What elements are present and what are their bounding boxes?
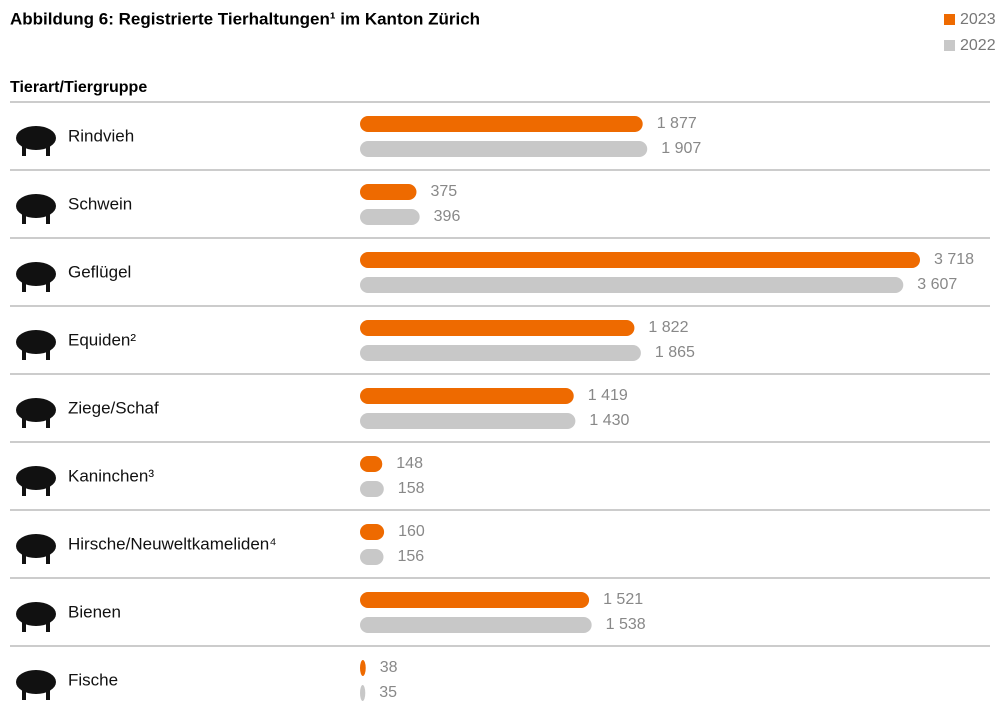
icon bbox=[22, 278, 26, 292]
value-label: 160 bbox=[398, 523, 425, 540]
bar bbox=[360, 413, 576, 429]
bar bbox=[360, 481, 384, 497]
bar bbox=[360, 388, 574, 404]
value-label: 375 bbox=[430, 183, 457, 200]
value-label: 148 bbox=[396, 455, 423, 472]
bar bbox=[360, 345, 641, 361]
icon bbox=[46, 346, 50, 360]
bar bbox=[360, 456, 383, 472]
category-label: Equiden² bbox=[68, 330, 136, 349]
icon bbox=[22, 686, 26, 700]
icon bbox=[22, 482, 26, 496]
icon bbox=[46, 414, 50, 428]
value-label: 38 bbox=[380, 659, 398, 676]
bar bbox=[360, 617, 592, 633]
category-label: Schwein bbox=[68, 194, 132, 213]
category-label: Bienen bbox=[68, 602, 121, 621]
icon bbox=[46, 618, 50, 632]
value-label: 1 822 bbox=[648, 319, 688, 336]
bar bbox=[360, 320, 635, 336]
value-label: 158 bbox=[398, 480, 425, 497]
bar bbox=[360, 277, 904, 293]
icon bbox=[22, 210, 26, 224]
bar bbox=[360, 524, 385, 540]
icon bbox=[22, 618, 26, 632]
icon bbox=[46, 482, 50, 496]
icon bbox=[46, 686, 50, 700]
icon bbox=[22, 346, 26, 360]
bar bbox=[360, 184, 417, 200]
icon bbox=[46, 550, 50, 564]
category-label: Kaninchen³ bbox=[68, 466, 154, 485]
value-label: 1 865 bbox=[655, 344, 695, 361]
category-label: Rindvieh bbox=[68, 126, 134, 145]
bar bbox=[360, 209, 420, 225]
legend-label: 2022 bbox=[960, 37, 996, 54]
value-label: 156 bbox=[397, 548, 424, 565]
value-label: 396 bbox=[434, 208, 461, 225]
bar bbox=[360, 116, 643, 132]
value-label: 1 907 bbox=[661, 140, 701, 157]
icon bbox=[22, 414, 26, 428]
legend-swatch bbox=[944, 40, 955, 51]
bar bbox=[360, 549, 384, 565]
icon bbox=[46, 210, 50, 224]
value-label: 1 521 bbox=[603, 591, 643, 608]
category-label: Geflügel bbox=[68, 262, 131, 281]
bar bbox=[360, 141, 648, 157]
value-label: 1 877 bbox=[657, 115, 697, 132]
value-label: 3 718 bbox=[934, 251, 974, 268]
icon bbox=[46, 278, 50, 292]
value-label: 1 419 bbox=[588, 387, 628, 404]
category-label: Fische bbox=[68, 670, 118, 689]
bar bbox=[360, 685, 366, 701]
icon bbox=[22, 550, 26, 564]
chart-title: Abbildung 6: Registrierte Tierhaltungen¹… bbox=[10, 9, 480, 28]
category-label: Hirsche/Neuweltkameliden⁴ bbox=[68, 534, 277, 553]
axis-label: Tierart/Tiergruppe bbox=[10, 79, 147, 96]
value-label: 1 538 bbox=[606, 616, 646, 633]
bar bbox=[360, 660, 366, 676]
legend-label: 2023 bbox=[960, 11, 996, 28]
bar bbox=[360, 592, 590, 608]
legend-swatch bbox=[944, 14, 955, 25]
icon bbox=[46, 142, 50, 156]
value-label: 1 430 bbox=[589, 412, 629, 429]
icon bbox=[22, 142, 26, 156]
bar bbox=[360, 252, 920, 268]
value-label: 3 607 bbox=[917, 276, 957, 293]
value-label: 35 bbox=[379, 684, 397, 701]
category-label: Ziege/Schaf bbox=[68, 398, 159, 417]
